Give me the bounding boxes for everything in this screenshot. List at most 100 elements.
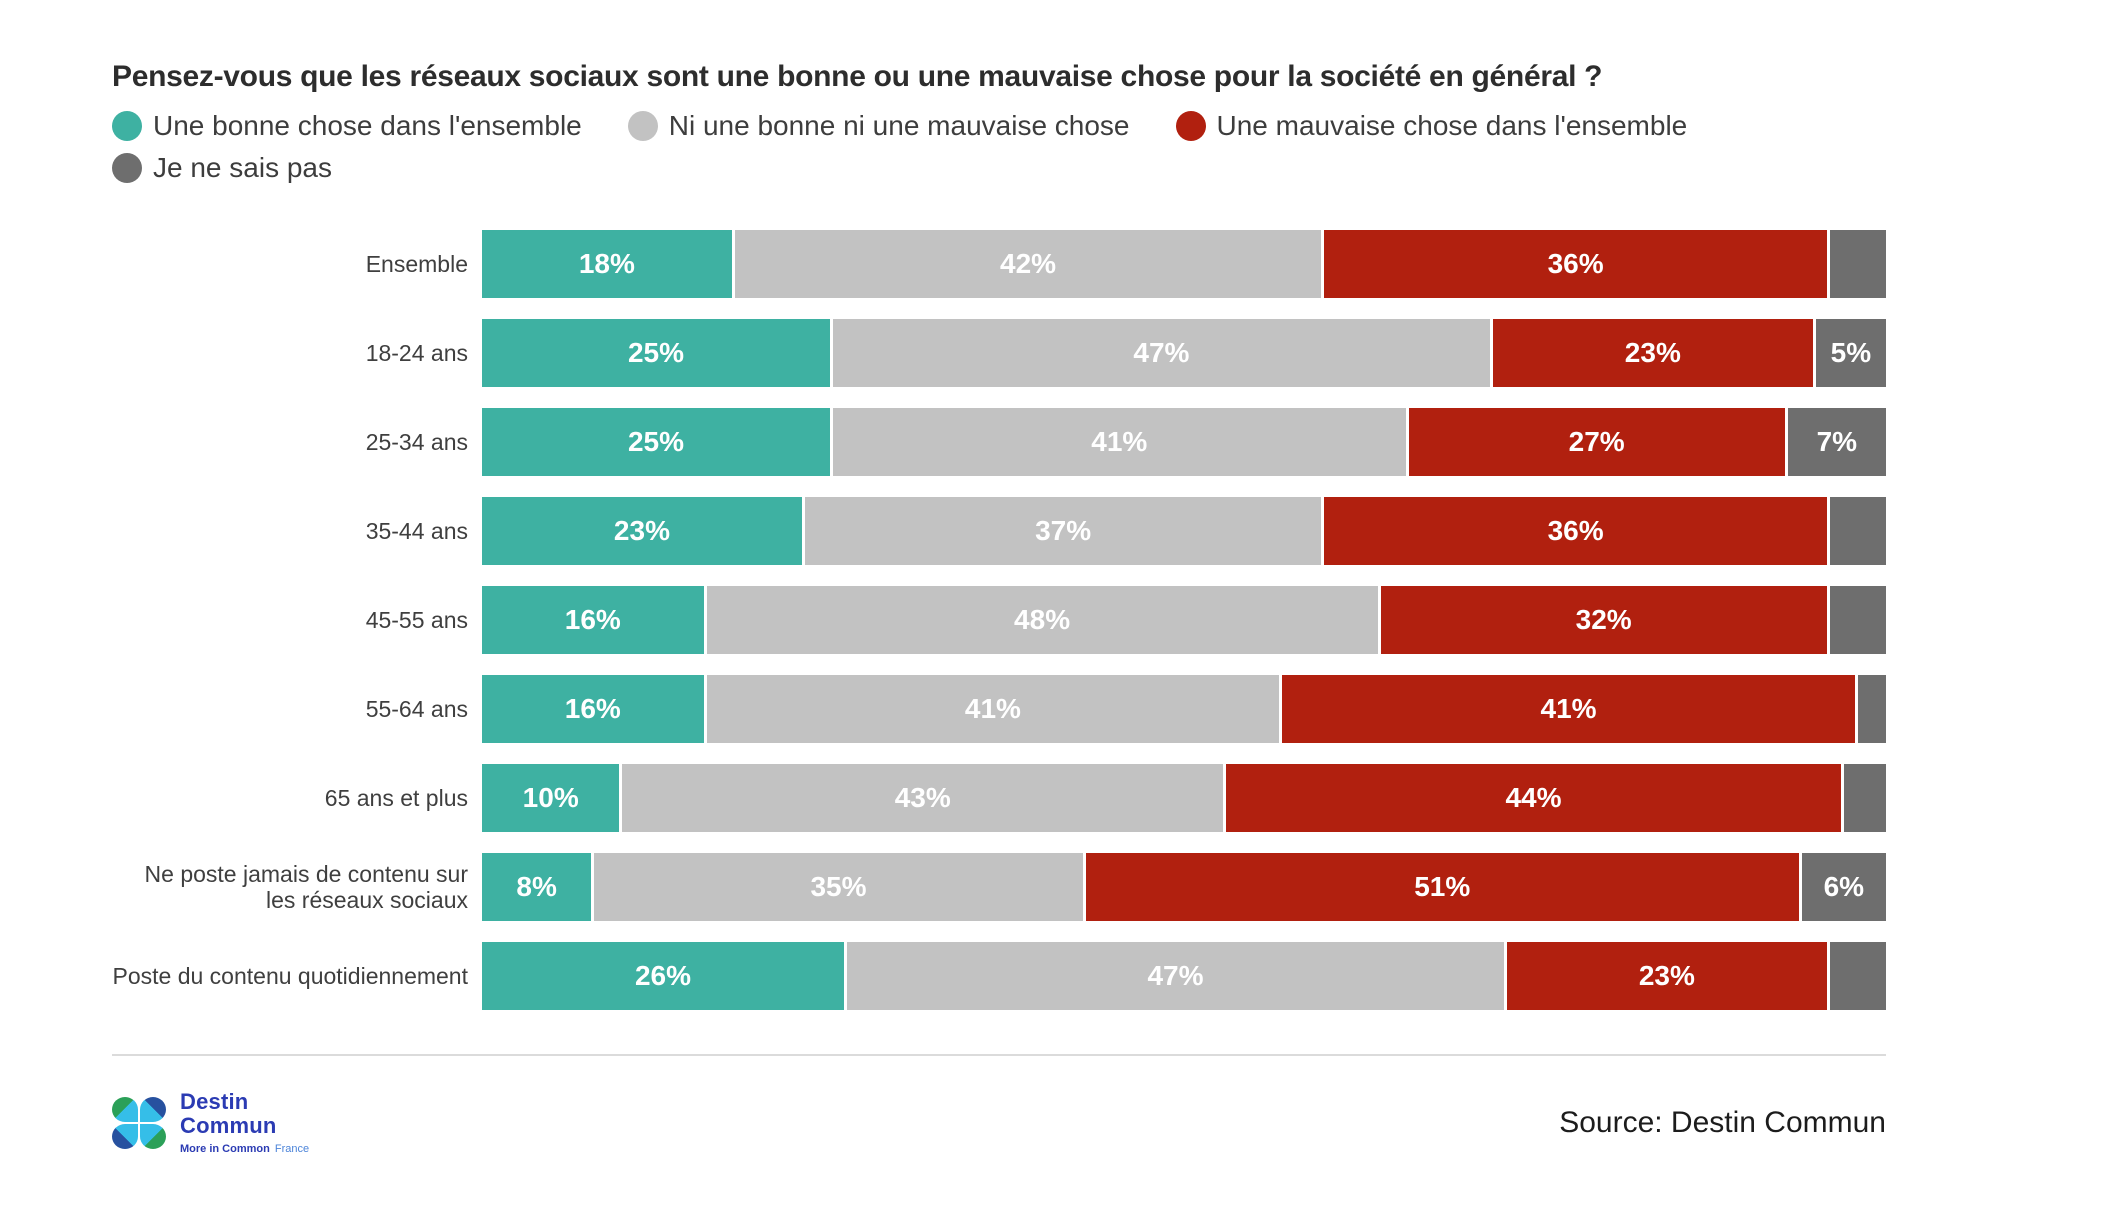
bar-value-label: 41%	[964, 693, 1021, 724]
category-label: 65 ans et plus	[324, 784, 468, 811]
bar-value-label: 32%	[1575, 604, 1632, 635]
legend-label-neutral: Ni une bonne ni une mauvaise chose	[668, 110, 1130, 141]
legend: Une bonne chose dans l'ensemble Ni une b…	[112, 110, 1886, 184]
bar-value-label: 37%	[1035, 515, 1092, 546]
legend-item-good: Une bonne chose dans l'ensemble	[112, 110, 582, 142]
bar-segment: 23%	[482, 497, 805, 565]
chart-row: 45-55 ans 16% 48% 32%	[112, 586, 1886, 654]
bar-segment: 36%	[1324, 230, 1830, 298]
bar-value-label: 23%	[1624, 337, 1681, 368]
bar-segment: 41%	[1282, 675, 1858, 743]
bar-segment: 27%	[1408, 408, 1788, 476]
bar-segment	[1829, 586, 1886, 654]
bar-value-label: 8%	[516, 871, 557, 902]
stacked-bar: 25% 41% 27% 7%	[482, 408, 1886, 476]
category-label: Poste du contenu quotidiennement	[112, 962, 469, 989]
footer: Destin Commun More in Common France Sour…	[112, 1090, 1886, 1155]
legend-label-dontknow: Je ne sais pas	[153, 152, 332, 183]
stacked-bar: 16% 48% 32%	[482, 586, 1886, 654]
bar-segment: 18%	[482, 230, 735, 298]
bar-segment: 48%	[706, 586, 1381, 654]
bar-value-label: 25%	[627, 337, 685, 368]
bar-value-label: 16%	[564, 604, 621, 635]
bar-segment: 10%	[482, 764, 623, 832]
bar-value-label: 35%	[810, 871, 867, 902]
brand-text: Destin Commun More in Common France	[180, 1089, 309, 1156]
bar-segment: 35%	[594, 853, 1086, 921]
stacked-bar: 8% 35% 51% 6%	[482, 853, 1886, 921]
brand: Destin Commun More in Common France	[112, 1090, 309, 1155]
chart-row: Ensemble 18% 42% 36%	[112, 230, 1886, 298]
bar-segment: 23%	[1492, 319, 1816, 387]
bar-value-label: 44%	[1505, 782, 1562, 813]
legend-item-neutral: Ni une bonne ni une mauvaise chose	[627, 110, 1130, 142]
bar-segment	[1843, 764, 1886, 832]
bar-segment: 26%	[482, 942, 848, 1010]
bar-value-label: 26%	[634, 960, 692, 991]
bar-value-label: 47%	[1147, 960, 1204, 991]
bar-value-label: 27%	[1568, 426, 1625, 457]
bar-value-label: 25%	[627, 426, 685, 457]
bar-segment: 7%	[1787, 408, 1886, 476]
bar-segment: 47%	[833, 319, 1493, 387]
chart-row: Poste du contenu quotidiennement 26% 47% 23…	[112, 942, 1886, 1010]
bar-segment: 16%	[482, 675, 707, 743]
bar-value-label: 6%	[1823, 871, 1865, 902]
bar-segment	[1829, 497, 1886, 565]
bar-segment: 44%	[1226, 764, 1844, 832]
category-label: Ne poste jamais de contenu sur les résea…	[144, 860, 468, 913]
bar-value-label: 36%	[1547, 248, 1604, 279]
bar-segment: 25%	[482, 408, 833, 476]
brand-tagline: More in Common France	[180, 1143, 309, 1155]
logo-leaf-icon	[112, 1096, 138, 1122]
bar-value-label: 42%	[1000, 248, 1057, 279]
stacked-bar: 26% 47% 23%	[482, 942, 1886, 1010]
bar-segment: 16%	[482, 586, 707, 654]
bar-segment: 23%	[1506, 942, 1830, 1010]
bar-value-label: 23%	[613, 515, 670, 546]
bar-segment: 6%	[1801, 853, 1886, 921]
bar-segment: 36%	[1324, 497, 1830, 565]
bar-value-label: 51%	[1414, 871, 1471, 902]
brand-tagline-bold: More in Common	[180, 1143, 270, 1155]
chart-row: 25-34 ans 25% 41% 27% 7%	[112, 408, 1886, 476]
bar-value-label: 48%	[1014, 604, 1071, 635]
logo-leaf-icon	[112, 1123, 138, 1149]
bar-segment: 41%	[833, 408, 1409, 476]
bar-value-label: 43%	[894, 782, 951, 813]
chart-row: 55-64 ans 16% 41% 41%	[112, 675, 1886, 743]
bar-segment	[1857, 675, 1886, 743]
bar-value-label: 16%	[564, 693, 621, 724]
bar-value-label: 23%	[1638, 960, 1695, 991]
legend-dot-neutral-icon	[627, 111, 658, 141]
brand-name-line1: Destin	[180, 1089, 249, 1114]
bar-segment: 8%	[482, 853, 595, 921]
legend-label-bad: Une mauvaise chose dans l'ensemble	[1216, 110, 1688, 141]
legend-item-bad: Une mauvaise chose dans l'ensemble	[1175, 110, 1688, 142]
chart-row: 65 ans et plus 10% 43% 44%	[112, 764, 1886, 832]
chart-row: 35-44 ans 23% 37% 36%	[112, 497, 1886, 565]
bar-value-label: 41%	[1091, 426, 1148, 457]
bar-value-label: 5%	[1830, 337, 1872, 368]
bar-segment: 32%	[1380, 586, 1830, 654]
chart-title: Pensez-vous que les réseaux sociaux sont…	[112, 60, 1603, 93]
bar-value-label: 36%	[1547, 515, 1604, 546]
legend-dot-bad-icon	[1175, 111, 1206, 141]
bar-value-label: 18%	[578, 248, 635, 279]
legend-label-good: Une bonne chose dans l'ensemble	[153, 110, 582, 141]
bar-segment: 43%	[622, 764, 1227, 832]
bar-segment	[1829, 942, 1886, 1010]
category-label: 25-34 ans	[365, 428, 468, 455]
stacked-bar: 16% 41% 41%	[482, 675, 1886, 743]
stacked-bar: 10% 43% 44%	[482, 764, 1886, 832]
bar-value-label: 47%	[1133, 337, 1190, 368]
destin-commun-logo-icon	[112, 1096, 166, 1149]
stacked-bar: 18% 42% 36%	[482, 230, 1886, 298]
category-label: 45-55 ans	[365, 606, 468, 633]
chart-rows: Ensemble 18% 42% 36% 18-24 ans 25% 47% 23% 5% 25-…	[112, 230, 1886, 1010]
logo-leaf-icon	[140, 1096, 166, 1122]
bar-segment: 37%	[804, 497, 1325, 565]
category-label: 18-24 ans	[365, 339, 468, 366]
chart-row: Ne poste jamais de contenu sur les résea…	[112, 853, 1886, 921]
